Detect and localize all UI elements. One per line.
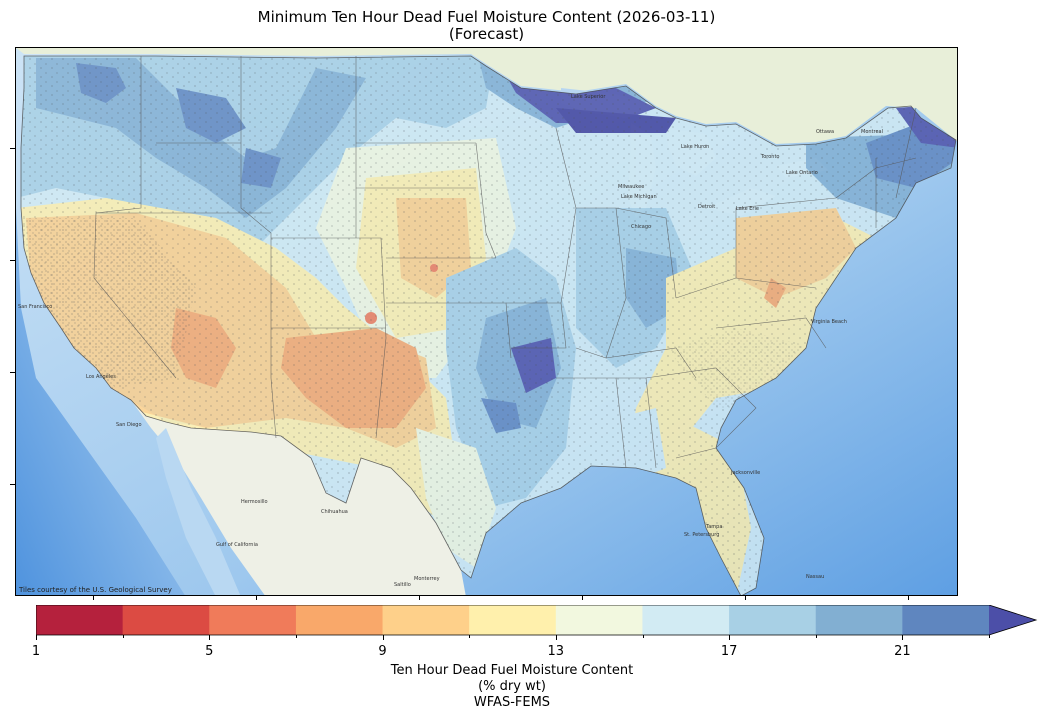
- colorbar-title-line2: (% dry wt): [478, 679, 546, 694]
- mexico-land: [131, 400, 466, 595]
- place-label-lake-superior: Lake Superior: [571, 94, 606, 100]
- colorbar-tick: [902, 635, 904, 640]
- colorbar-tick-label: 1: [31, 644, 41, 659]
- place-label-nassau: Nassau: [806, 574, 824, 580]
- place-label-lake-huron: Lake Huron: [681, 144, 709, 150]
- x-axis-tick: [745, 596, 746, 600]
- colorbar-segment: [642, 605, 730, 635]
- x-axis-tick: [908, 596, 909, 600]
- place-labels: Hermosillo Chihuahua Monterrey Saltillo …: [18, 94, 883, 588]
- place-label-lake-ontario: Lake Ontario: [786, 170, 818, 176]
- colorbar-title: Ten Hour Dead Fuel Moisture Content (% d…: [391, 663, 633, 711]
- map-panel[interactable]: Hermosillo Chihuahua Monterrey Saltillo …: [15, 47, 958, 596]
- place-label-lake-erie: Lake Erie: [736, 206, 759, 212]
- place-label-jacksonville: Jacksonville: [730, 470, 760, 476]
- gulf-of-california: [156, 428, 241, 595]
- place-label-chicago: Chicago: [631, 224, 651, 230]
- pacific-ocean: [16, 208, 185, 595]
- place-label-san-francisco: San Francisco: [18, 304, 52, 310]
- colorbar-tick: [815, 635, 817, 638]
- place-label-detroit: Detroit: [698, 204, 715, 210]
- chart-title: Minimum Ten Hour Dead Fuel Moisture Cont…: [0, 9, 973, 43]
- place-label-milwaukee: Milwaukee: [618, 184, 644, 190]
- place-label-lake-michigan: Lake Michigan: [621, 194, 657, 200]
- place-label-saltillo: Saltillo: [394, 582, 411, 588]
- colorbar-tick-label: 13: [547, 644, 565, 659]
- y-axis-tick: [10, 260, 15, 261]
- place-label-monterrey: Monterrey: [414, 576, 440, 582]
- place-label-gulf-of-california: Gulf of California: [216, 542, 258, 548]
- colorbar-tick-label: 5: [205, 644, 214, 659]
- colorbar-title-line3: WFAS-FEMS: [473, 695, 551, 710]
- colorbar-segment: [295, 605, 384, 635]
- colorbar-tick-label: 9: [378, 644, 387, 659]
- colorbar-tick-label: 21: [894, 644, 911, 659]
- colorbar-tick: [295, 635, 297, 638]
- colorbar-outline: [36, 605, 1038, 636]
- colorbar-segment: [36, 605, 124, 635]
- colorbar-tick: [729, 635, 731, 640]
- place-label-toronto: Toronto: [760, 154, 779, 160]
- place-label-hermosillo: Hermosillo: [241, 499, 268, 505]
- canada-land: [16, 48, 957, 144]
- colorbar-segment: [382, 605, 470, 635]
- tile-attribution: Tiles courtesy of the U.S. Geological Su…: [19, 586, 172, 594]
- place-label-montreal: Montreal: [861, 129, 883, 135]
- x-axis-tick: [93, 596, 94, 600]
- colorbar-title-line1: Ten Hour Dead Fuel Moisture Content: [390, 663, 634, 678]
- colorbar-tick-label: 17: [720, 644, 738, 659]
- chart-title-line2: (Forecast): [448, 25, 525, 43]
- x-axis-tick: [256, 596, 257, 600]
- colorbar-segment: [469, 605, 557, 635]
- place-label-tampa: Tampa: [705, 524, 722, 530]
- place-label-st-petersburg: St. Petersburg: [684, 532, 719, 538]
- y-axis-tick: [10, 148, 15, 149]
- place-label-san-diego: San Diego: [116, 422, 142, 428]
- x-axis-tick: [582, 596, 583, 600]
- place-label-ottawa: Ottawa: [816, 129, 834, 135]
- chart-title-line1: Minimum Ten Hour Dead Fuel Moisture Cont…: [257, 8, 716, 26]
- y-axis-tick: [10, 372, 15, 373]
- colorbar-tick: [469, 635, 471, 638]
- colorbar-tick: [209, 635, 211, 640]
- colorbar-tick: [642, 635, 644, 638]
- colorbar-tick: [122, 635, 124, 638]
- x-axis-tick: [419, 596, 420, 600]
- colorbar-tick: [36, 635, 37, 640]
- place-label-los-angeles: Los Angeles: [86, 374, 116, 380]
- colorbar-segment: [902, 605, 990, 635]
- place-label-virginia-beach: Virginia Beach: [811, 319, 847, 325]
- colorbar-segment: [815, 605, 903, 635]
- colorbar-extend-max: [989, 605, 1036, 635]
- colorbar-tick: [989, 635, 990, 638]
- colorbar-segment: [122, 605, 210, 635]
- colorbar: [36, 605, 1038, 636]
- map-svg: Hermosillo Chihuahua Monterrey Saltillo …: [16, 48, 957, 595]
- colorbar-tick: [555, 635, 557, 640]
- colorbar-tick: [382, 635, 384, 640]
- colorbar-segment: [209, 605, 297, 635]
- colorbar-segment: [729, 605, 817, 635]
- colorbar-segments: [36, 605, 1038, 636]
- colorbar-segment: [555, 605, 643, 635]
- y-axis-tick: [10, 484, 15, 485]
- place-label-chihuahua: Chihuahua: [321, 509, 348, 515]
- state-borders: [20, 55, 957, 595]
